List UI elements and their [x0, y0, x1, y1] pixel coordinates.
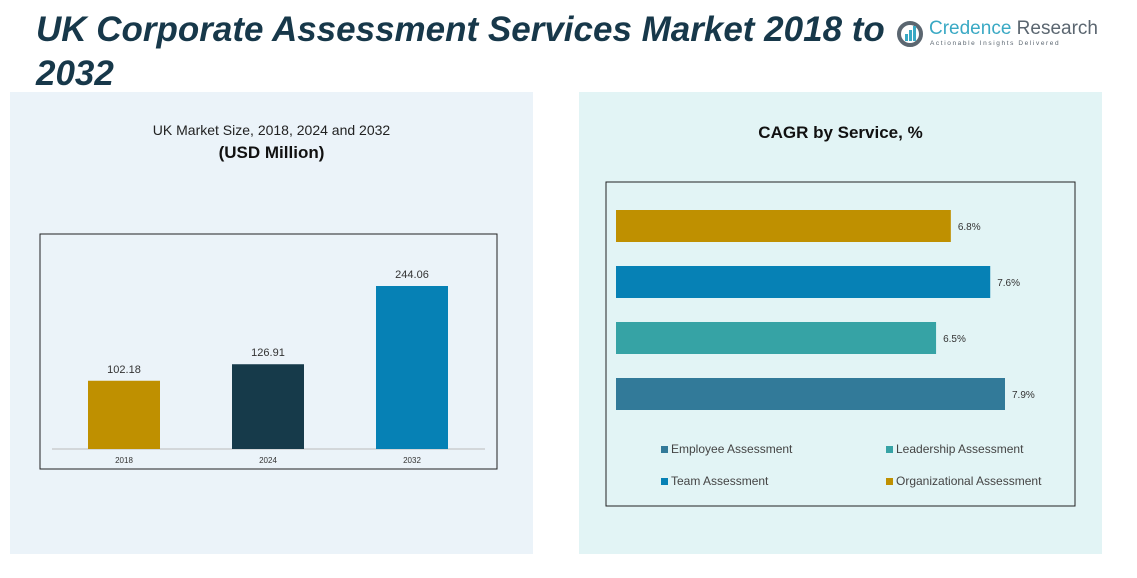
left-chart-frame: [39, 233, 498, 470]
logo: Credence Research Actionable Insights De…: [897, 18, 1098, 50]
legend-item: Team Assessment: [661, 474, 768, 488]
legend-swatch: [661, 477, 668, 485]
logo-icon: [897, 21, 923, 47]
bar-2018: [88, 380, 160, 449]
left-chart-title: UK Market Size, 2018, 2024 and 2032: [152, 122, 391, 138]
x-tick-2024: 2024: [259, 456, 277, 465]
bar-label-2024: 126.91: [251, 347, 285, 359]
logo-name: Credence Research: [929, 18, 1098, 39]
legend-label: Team Assessment: [671, 474, 769, 488]
bar-2032: [376, 286, 448, 449]
legend-label: Employee Assessment: [671, 442, 793, 456]
hbar-label: 6.8%: [958, 222, 981, 233]
bar-label-2018: 102.18: [107, 364, 141, 376]
hbar-organizational-assessment: [616, 210, 951, 242]
hbar-leadership-assessment: [616, 322, 937, 354]
legend-item: Leadership Assessment: [886, 442, 1023, 456]
logo-tagline: Actionable Insights Delivered: [930, 40, 1061, 47]
hbar-label: 7.6%: [997, 278, 1020, 289]
x-tick-2032: 2032: [403, 456, 421, 465]
hbar-employee-assessment: [616, 378, 1005, 410]
legend-item: Organizational Assessment: [886, 474, 1041, 488]
legend-swatch: [886, 445, 893, 453]
hbar-team-assessment: [616, 266, 991, 298]
page-title: UK Corporate Assessment Services Market …: [36, 10, 885, 93]
legend-swatch: [661, 445, 668, 453]
legend-label: Leadership Assessment: [896, 442, 1024, 456]
left-chart-subtitle: (USD Million): [218, 143, 325, 162]
bar-2024: [232, 364, 304, 449]
right-chart-title: CAGR by Service, %: [758, 123, 923, 142]
bar-label-2032: 244.06: [395, 269, 429, 281]
hbar-label: 7.9%: [1012, 390, 1035, 401]
hbar-label: 6.5%: [943, 334, 966, 345]
legend-item: Employee Assessment: [661, 442, 792, 456]
legend-label: Organizational Assessment: [896, 474, 1042, 488]
right-chart-frame: [605, 181, 1076, 507]
legend-swatch: [886, 477, 893, 485]
x-tick-2018: 2018: [115, 456, 133, 465]
